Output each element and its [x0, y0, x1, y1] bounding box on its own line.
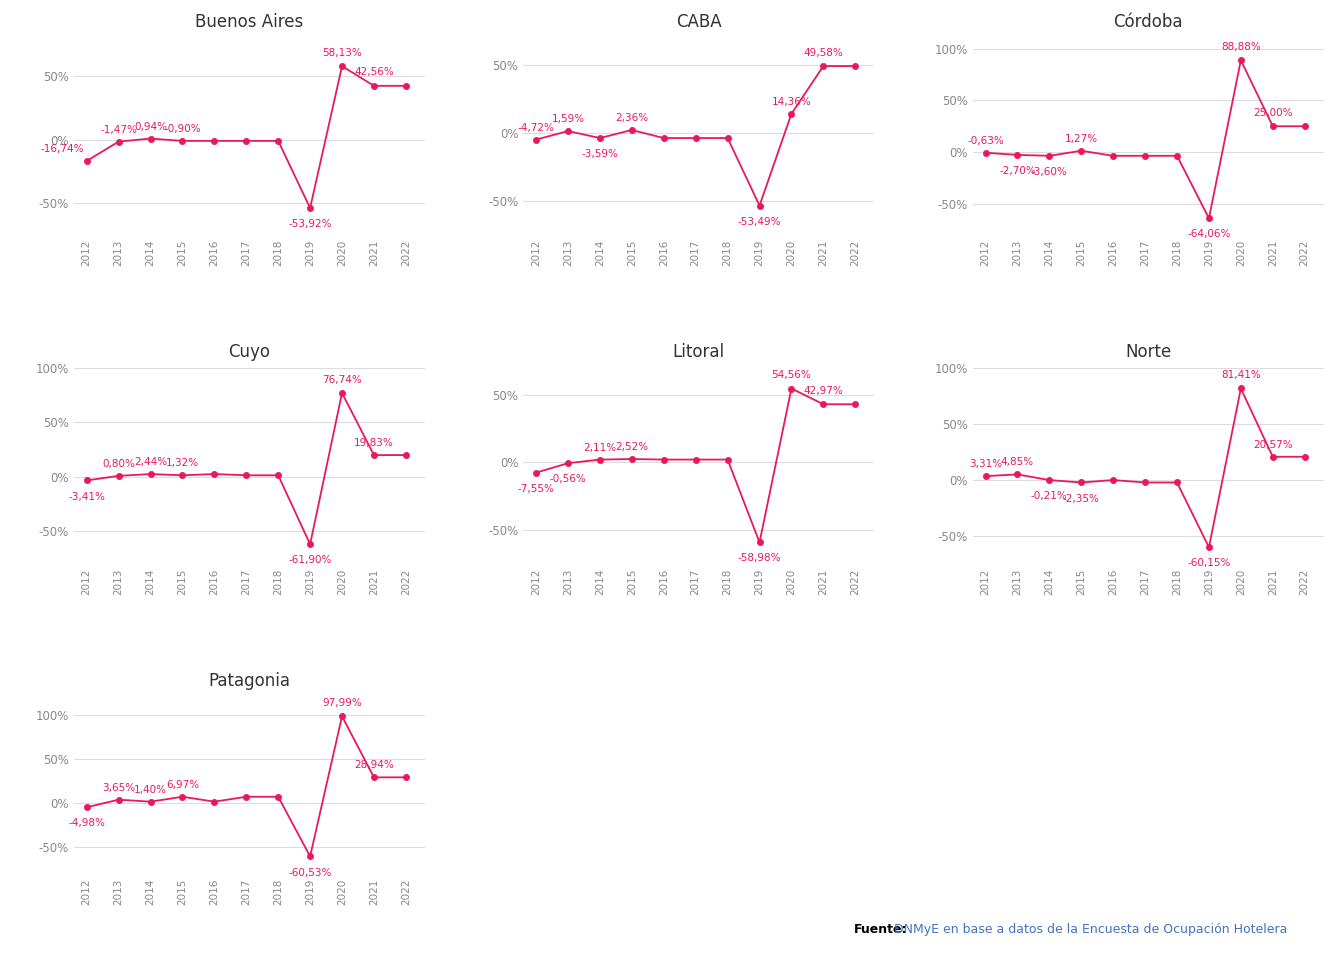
Text: 1,40%: 1,40% — [134, 784, 167, 795]
Text: 1,59%: 1,59% — [551, 114, 585, 124]
Text: -0,21%: -0,21% — [1031, 492, 1067, 501]
Text: 42,97%: 42,97% — [804, 386, 843, 396]
Text: 20,57%: 20,57% — [1253, 440, 1293, 450]
Text: -4,98%: -4,98% — [69, 819, 105, 828]
Text: 0,94%: 0,94% — [134, 122, 167, 132]
Text: -0,90%: -0,90% — [164, 124, 200, 134]
Text: 42,56%: 42,56% — [353, 67, 394, 78]
Text: -53,49%: -53,49% — [738, 217, 781, 227]
Text: -0,56%: -0,56% — [550, 474, 586, 484]
Text: -3,60%: -3,60% — [1031, 167, 1067, 177]
Text: -58,98%: -58,98% — [738, 553, 781, 564]
Text: 19,83%: 19,83% — [353, 438, 394, 448]
Text: Fuente:: Fuente: — [853, 923, 907, 936]
Title: Litoral: Litoral — [673, 343, 724, 361]
Text: 14,36%: 14,36% — [771, 97, 812, 107]
Text: -61,90%: -61,90% — [289, 556, 332, 565]
Text: 2,52%: 2,52% — [616, 442, 648, 452]
Text: -7,55%: -7,55% — [517, 484, 555, 493]
Text: 88,88%: 88,88% — [1220, 42, 1261, 52]
Text: -53,92%: -53,92% — [289, 219, 332, 229]
Title: Patagonia: Patagonia — [208, 672, 290, 690]
Text: -60,15%: -60,15% — [1187, 559, 1231, 568]
Text: -1,47%: -1,47% — [101, 125, 137, 134]
Title: Norte: Norte — [1125, 343, 1172, 361]
Text: 2,44%: 2,44% — [134, 457, 167, 468]
Text: -16,74%: -16,74% — [40, 144, 83, 154]
Title: Buenos Aires: Buenos Aires — [195, 13, 304, 32]
Text: 76,74%: 76,74% — [323, 374, 362, 385]
Text: 28,94%: 28,94% — [353, 760, 394, 770]
Text: 2,36%: 2,36% — [616, 113, 648, 123]
Text: 97,99%: 97,99% — [323, 698, 362, 708]
Text: -2,70%: -2,70% — [999, 166, 1036, 176]
Text: 49,58%: 49,58% — [804, 48, 843, 58]
Text: 2,11%: 2,11% — [583, 443, 617, 452]
Text: -60,53%: -60,53% — [289, 868, 332, 877]
Text: 3,65%: 3,65% — [102, 782, 136, 793]
Text: -2,35%: -2,35% — [1063, 493, 1099, 504]
Text: 58,13%: 58,13% — [323, 48, 362, 58]
Text: DNMyE en base a datos de la Encuesta de Ocupación Hotelera: DNMyE en base a datos de la Encuesta de … — [890, 923, 1288, 936]
Text: -3,41%: -3,41% — [69, 492, 105, 501]
Text: 25,00%: 25,00% — [1253, 108, 1293, 118]
Text: 6,97%: 6,97% — [165, 780, 199, 790]
Text: 1,27%: 1,27% — [1064, 133, 1098, 144]
Text: -64,06%: -64,06% — [1187, 229, 1231, 239]
Text: 54,56%: 54,56% — [771, 371, 812, 380]
Text: -4,72%: -4,72% — [517, 123, 555, 132]
Title: CABA: CABA — [676, 13, 722, 32]
Title: Córdoba: Córdoba — [1114, 13, 1183, 32]
Text: 0,80%: 0,80% — [102, 459, 134, 468]
Text: 3,31%: 3,31% — [969, 459, 1003, 469]
Text: 81,41%: 81,41% — [1220, 371, 1261, 380]
Title: Cuyo: Cuyo — [228, 343, 270, 361]
Text: -3,59%: -3,59% — [582, 149, 618, 159]
Text: 1,32%: 1,32% — [165, 458, 199, 468]
Text: -0,63%: -0,63% — [968, 135, 1004, 146]
Text: 4,85%: 4,85% — [1001, 458, 1034, 468]
